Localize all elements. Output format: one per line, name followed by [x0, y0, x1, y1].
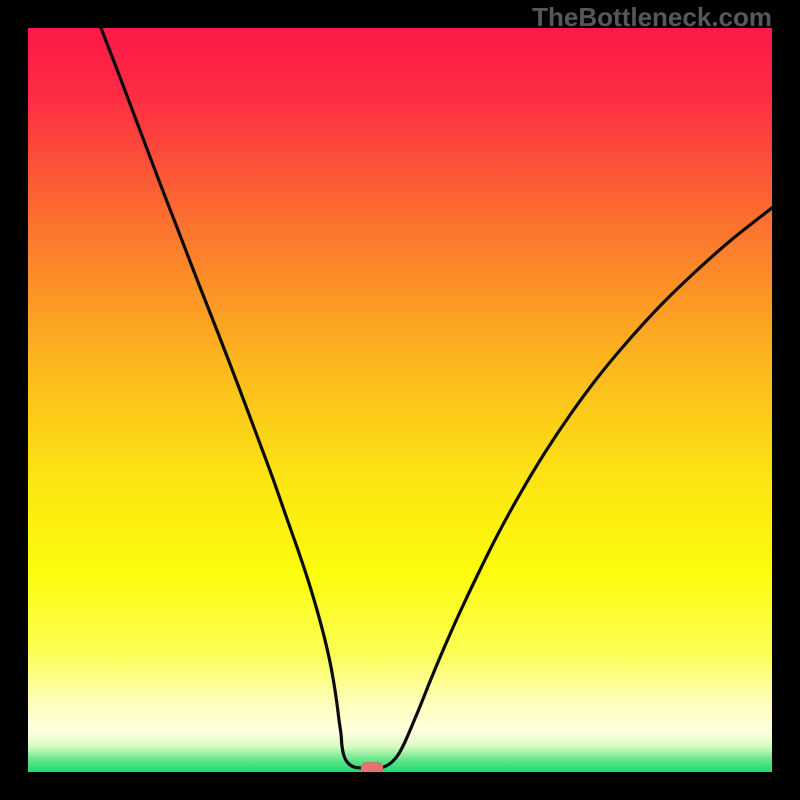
minimum-marker — [361, 763, 383, 773]
chart-svg — [28, 28, 772, 772]
watermark: TheBottleneck.com — [532, 2, 772, 33]
plot-area — [28, 28, 772, 772]
chart-background — [28, 28, 772, 772]
